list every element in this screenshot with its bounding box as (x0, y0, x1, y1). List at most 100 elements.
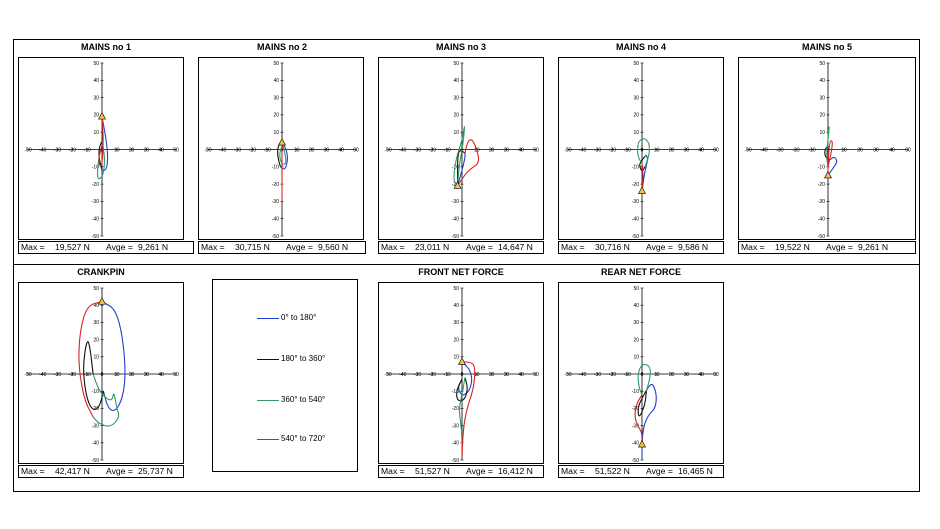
y-tick-label: 40 (633, 303, 639, 309)
y-tick-label: -40 (632, 441, 639, 447)
stats-bar: Max = 51,522 N Avge = 16,465 N (558, 465, 724, 478)
y-tick-label: -10 (452, 165, 459, 171)
series-0-to-180 (101, 116, 109, 171)
row-divider (13, 264, 920, 265)
y-tick-label: -40 (452, 217, 459, 223)
avge-label: Avge = (286, 242, 313, 252)
x-tick-label: -50 (564, 372, 571, 378)
series-540-to-720 (98, 116, 104, 167)
y-tick-label: 20 (93, 337, 99, 343)
x-tick-label: 50 (713, 148, 719, 154)
max-label: Max = (741, 242, 765, 252)
y-tick-label: 40 (93, 303, 99, 309)
avge-label: Avge = (106, 466, 133, 476)
max-value: 51,522 N (595, 466, 630, 476)
x-tick-label: 40 (518, 372, 524, 378)
legend-item-180-360: 180° to 360° (257, 353, 357, 367)
stats-bar: Max = 19,527 N Avge = 9,261 N (18, 241, 194, 254)
x-tick-label: 20 (669, 148, 675, 154)
y-tick-label: -50 (92, 458, 99, 464)
y-tick-label: -20 (272, 182, 279, 188)
x-tick-label: -20 (249, 148, 256, 154)
polar-plot: -50 -40 -30 -20 -10 0 10 20 30 40 50 50 40 30 20 10 -10 -… (24, 61, 179, 240)
y-tick-label: -10 (632, 165, 639, 171)
y-tick-label: 30 (93, 320, 99, 326)
series-360-to-540 (92, 373, 120, 427)
x-tick-label: 50 (533, 372, 539, 378)
y-tick-label: 20 (453, 337, 459, 343)
legend-label-180-360: 180° to 360° (281, 354, 326, 363)
series-360-to-540 (453, 126, 466, 187)
polar-plot: -50 -40 -30 -20 -10 0 10 20 30 40 50 50 40 30 20 10 -10 -… (24, 286, 179, 464)
x-tick-label: -30 (54, 148, 61, 154)
x-tick-label: -30 (594, 372, 601, 378)
x-tick-label: 30 (504, 372, 510, 378)
x-tick-label: 50 (713, 372, 719, 378)
x-tick-label: 30 (144, 372, 150, 378)
y-tick-label: -50 (632, 234, 639, 240)
series-540-to-720 (641, 163, 644, 192)
x-tick-label: -30 (414, 148, 421, 154)
x-tick-label: 40 (889, 148, 895, 154)
x-tick-label: -40 (399, 148, 406, 154)
stats-bar: Max = 51,527 N Avge = 16,412 N (378, 465, 544, 478)
series-180-to-360 (637, 387, 649, 417)
y-tick-label: 10 (633, 130, 639, 136)
x-tick-label: 30 (144, 148, 150, 154)
start-marker (637, 186, 647, 194)
y-tick-label: 10 (93, 130, 99, 136)
x-tick-label: -20 (609, 372, 616, 378)
y-tick-label: 50 (819, 61, 825, 67)
y-tick-label: -50 (452, 458, 459, 464)
max-value: 23,011 N (415, 242, 450, 252)
y-tick-label: 40 (93, 78, 99, 84)
plot-area: -50 -40 -30 -20 -10 0 10 20 30 40 50 50 40 30 20 10 -10-… (18, 57, 184, 240)
x-tick-label: 30 (504, 148, 510, 154)
x-tick-label: -20 (429, 148, 436, 154)
series-180-to-360 (824, 145, 830, 161)
y-tick-label: 40 (453, 303, 459, 309)
y-tick-label: -30 (632, 423, 639, 429)
y-tick-label: -10 (452, 389, 459, 395)
plot-area: -50 -40 -30 -20 -10 0 10 20 30 40 50 50 40 30 20 10 -10-… (558, 57, 724, 240)
y-tick-label: 40 (633, 78, 639, 84)
x-tick-label: -30 (54, 372, 61, 378)
x-tick-label: -20 (69, 372, 76, 378)
x-tick-label: 30 (684, 372, 690, 378)
x-tick-label: -10 (444, 148, 451, 154)
y-tick-label: 20 (453, 113, 459, 119)
y-tick-label: 30 (453, 95, 459, 101)
y-tick-label: -20 (452, 406, 459, 412)
x-tick-label: 40 (158, 372, 164, 378)
x-tick-label: -10 (84, 148, 91, 154)
legend-line-540-720 (257, 439, 279, 440)
x-tick-label: 30 (873, 148, 879, 154)
x-tick-label: 20 (129, 372, 135, 378)
x-tick-label: 20 (857, 148, 863, 154)
x-tick-label: -10 (624, 372, 631, 378)
x-tick-label: 50 (353, 148, 359, 154)
x-tick-label: 10 (654, 148, 660, 154)
polar-plot: -50 -40 -30 -20 -10 0 10 20 30 40 50 50 40 30 20 10 -10 -… (744, 61, 911, 240)
y-tick-label: -50 (92, 234, 99, 240)
y-tick-label: 10 (453, 130, 459, 136)
avge-label: Avge = (466, 242, 493, 252)
chart-title: MAINS no 4 (615, 42, 666, 52)
legend-line-360-540 (257, 400, 279, 401)
max-label: Max = (21, 242, 45, 252)
legend-line-180-360 (257, 359, 279, 360)
chart-title: MAINS no 1 (80, 42, 131, 52)
x-tick-label: 10 (841, 148, 847, 154)
y-tick-label: -40 (272, 217, 279, 223)
y-tick-label: 10 (633, 355, 639, 361)
plot-area: -50 -40 -30 -20 -10 0 10 20 30 40 50 50 40 30 20 10 -10-… (198, 57, 364, 240)
plot-area: -50 -40 -30 -20 -10 0 10 20 30 40 50 50 40 30 20 10 -10-… (378, 282, 544, 464)
avge-label: Avge = (646, 466, 673, 476)
y-tick-label: -20 (92, 182, 99, 188)
max-label: Max = (21, 466, 45, 476)
x-tick-label: -40 (760, 148, 767, 154)
x-tick-label: 10 (114, 148, 120, 154)
series-360-to-540 (279, 142, 287, 165)
series-0-to-180 (101, 301, 126, 411)
series-540-to-720 (78, 301, 103, 418)
